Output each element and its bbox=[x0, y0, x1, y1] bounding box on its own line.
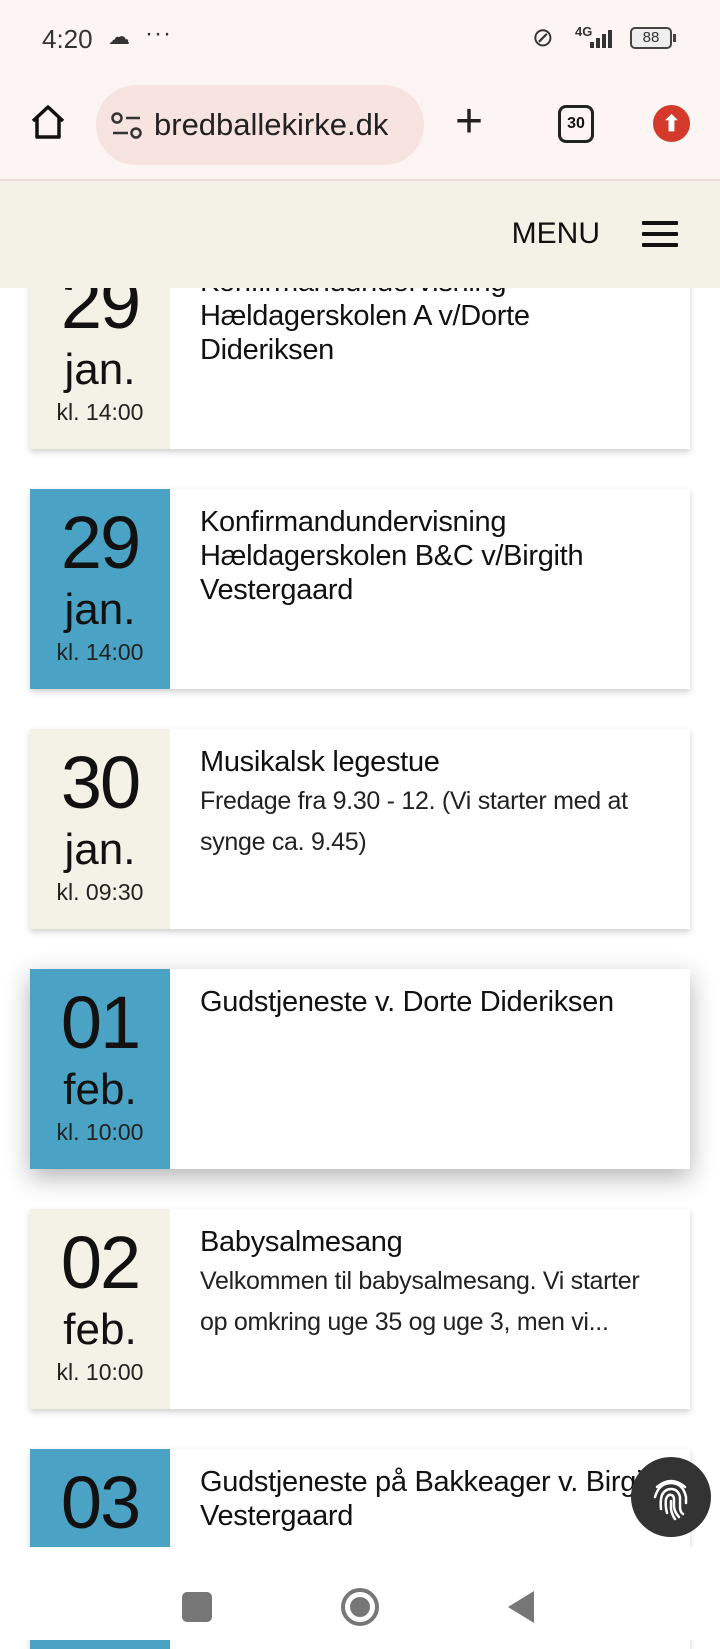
event-title[interactable]: Babysalmesang bbox=[200, 1226, 403, 1258]
fingerprint-button[interactable] bbox=[631, 1457, 711, 1537]
event-card[interactable]: 01 feb. kl. 10:00 Gudstjeneste v. Dorte … bbox=[30, 969, 690, 1169]
new-tab-button[interactable]: + bbox=[455, 95, 484, 148]
event-date: 30 jan. kl. 09:30 bbox=[30, 729, 170, 929]
event-date: 29 jan. kl. 14:00 bbox=[30, 489, 170, 689]
tab-switcher-button[interactable]: 30 bbox=[558, 105, 594, 143]
network-type: 4G bbox=[575, 24, 593, 39]
event-day: 30 bbox=[60, 741, 141, 824]
back-button[interactable] bbox=[508, 1591, 534, 1623]
event-title[interactable]: Gudstjeneste på Bakkeager v. Birgith Ves… bbox=[200, 1466, 666, 1532]
fingerprint-icon bbox=[653, 1479, 688, 1521]
event-title[interactable]: Musikalsk legestue bbox=[200, 746, 440, 778]
event-day: 29 bbox=[60, 501, 141, 584]
update-icon[interactable]: ⬆ bbox=[653, 105, 690, 142]
url-text: bredballekirke.dk bbox=[154, 107, 389, 142]
site-settings-icon[interactable] bbox=[110, 111, 144, 141]
event-time: kl. 10:00 bbox=[56, 1359, 144, 1385]
event-month: feb. bbox=[63, 1305, 137, 1354]
home-nav-button[interactable] bbox=[341, 1588, 379, 1626]
status-time: 4:20 bbox=[42, 24, 93, 54]
event-day: 03 bbox=[60, 1461, 141, 1544]
home-icon[interactable] bbox=[28, 102, 68, 142]
event-description: Velkommen til babysalmesang. Vi starter … bbox=[200, 1267, 640, 1336]
event-body: Gudstjeneste v. Dorte Dideriksen bbox=[170, 969, 690, 1169]
url-bar[interactable]: bredballekirke.dk bbox=[96, 85, 424, 165]
event-body: Babysalmesang Velkommen til babysalmesan… bbox=[170, 1209, 690, 1409]
status-bar: 4:20 ☁ ··· ⊘ 4G 88 bbox=[0, 0, 720, 80]
event-card[interactable]: 29 jan. kl. 14:00 Konfirmandundervisning… bbox=[30, 489, 690, 689]
recents-button[interactable] bbox=[182, 1592, 212, 1622]
link-icon: ⊘ bbox=[532, 22, 554, 52]
event-day: 02 bbox=[60, 1221, 141, 1304]
more-notifications-icon: ··· bbox=[145, 20, 172, 47]
battery-icon: 88 bbox=[630, 27, 676, 49]
event-body: Konfirmandundervisning Hældagerskolen B&… bbox=[170, 489, 690, 689]
event-day: 01 bbox=[60, 981, 141, 1064]
event-month: feb. bbox=[63, 1065, 137, 1114]
event-card[interactable]: 29 jan. kl. 14:00 Konfirmandundervisning… bbox=[30, 249, 690, 449]
event-time: kl. 14:00 bbox=[56, 639, 144, 665]
menu-button[interactable]: MENU bbox=[511, 217, 600, 250]
event-month: jan. bbox=[64, 585, 136, 634]
event-body: Gudstjeneste på Bakkeager v. Birgith Ves… bbox=[170, 1449, 690, 1649]
event-title[interactable]: Konfirmandundervisning Hældagerskolen B&… bbox=[200, 506, 584, 606]
site-header: MENU bbox=[0, 181, 720, 288]
event-description: Fredage fra 9.30 - 12. (Vi starter med a… bbox=[200, 787, 628, 856]
signal-icon bbox=[590, 28, 612, 48]
event-body: Musikalsk legestue Fredage fra 9.30 - 12… bbox=[170, 729, 690, 929]
hamburger-icon[interactable] bbox=[642, 221, 678, 247]
cloud-icon: ☁ bbox=[108, 24, 130, 49]
event-card[interactable]: 30 jan. kl. 09:30 Musikalsk legestue Fre… bbox=[30, 729, 690, 929]
event-month: jan. bbox=[64, 825, 136, 874]
event-title[interactable]: Gudstjeneste v. Dorte Dideriksen bbox=[200, 986, 614, 1018]
event-time: kl. 14:00 bbox=[56, 399, 144, 425]
event-card[interactable]: 02 feb. kl. 10:00 Babysalmesang Velkomme… bbox=[30, 1209, 690, 1409]
event-date: 01 feb. kl. 10:00 bbox=[30, 969, 170, 1169]
event-date: 02 feb. kl. 10:00 bbox=[30, 1209, 170, 1409]
event-month: jan. bbox=[64, 345, 136, 394]
browser-toolbar: bredballekirke.dk + 30 ⬆ bbox=[0, 80, 720, 181]
event-time: kl. 10:00 bbox=[56, 1119, 144, 1145]
event-time: kl. 09:30 bbox=[56, 879, 144, 905]
system-nav-bar bbox=[0, 1547, 720, 1640]
